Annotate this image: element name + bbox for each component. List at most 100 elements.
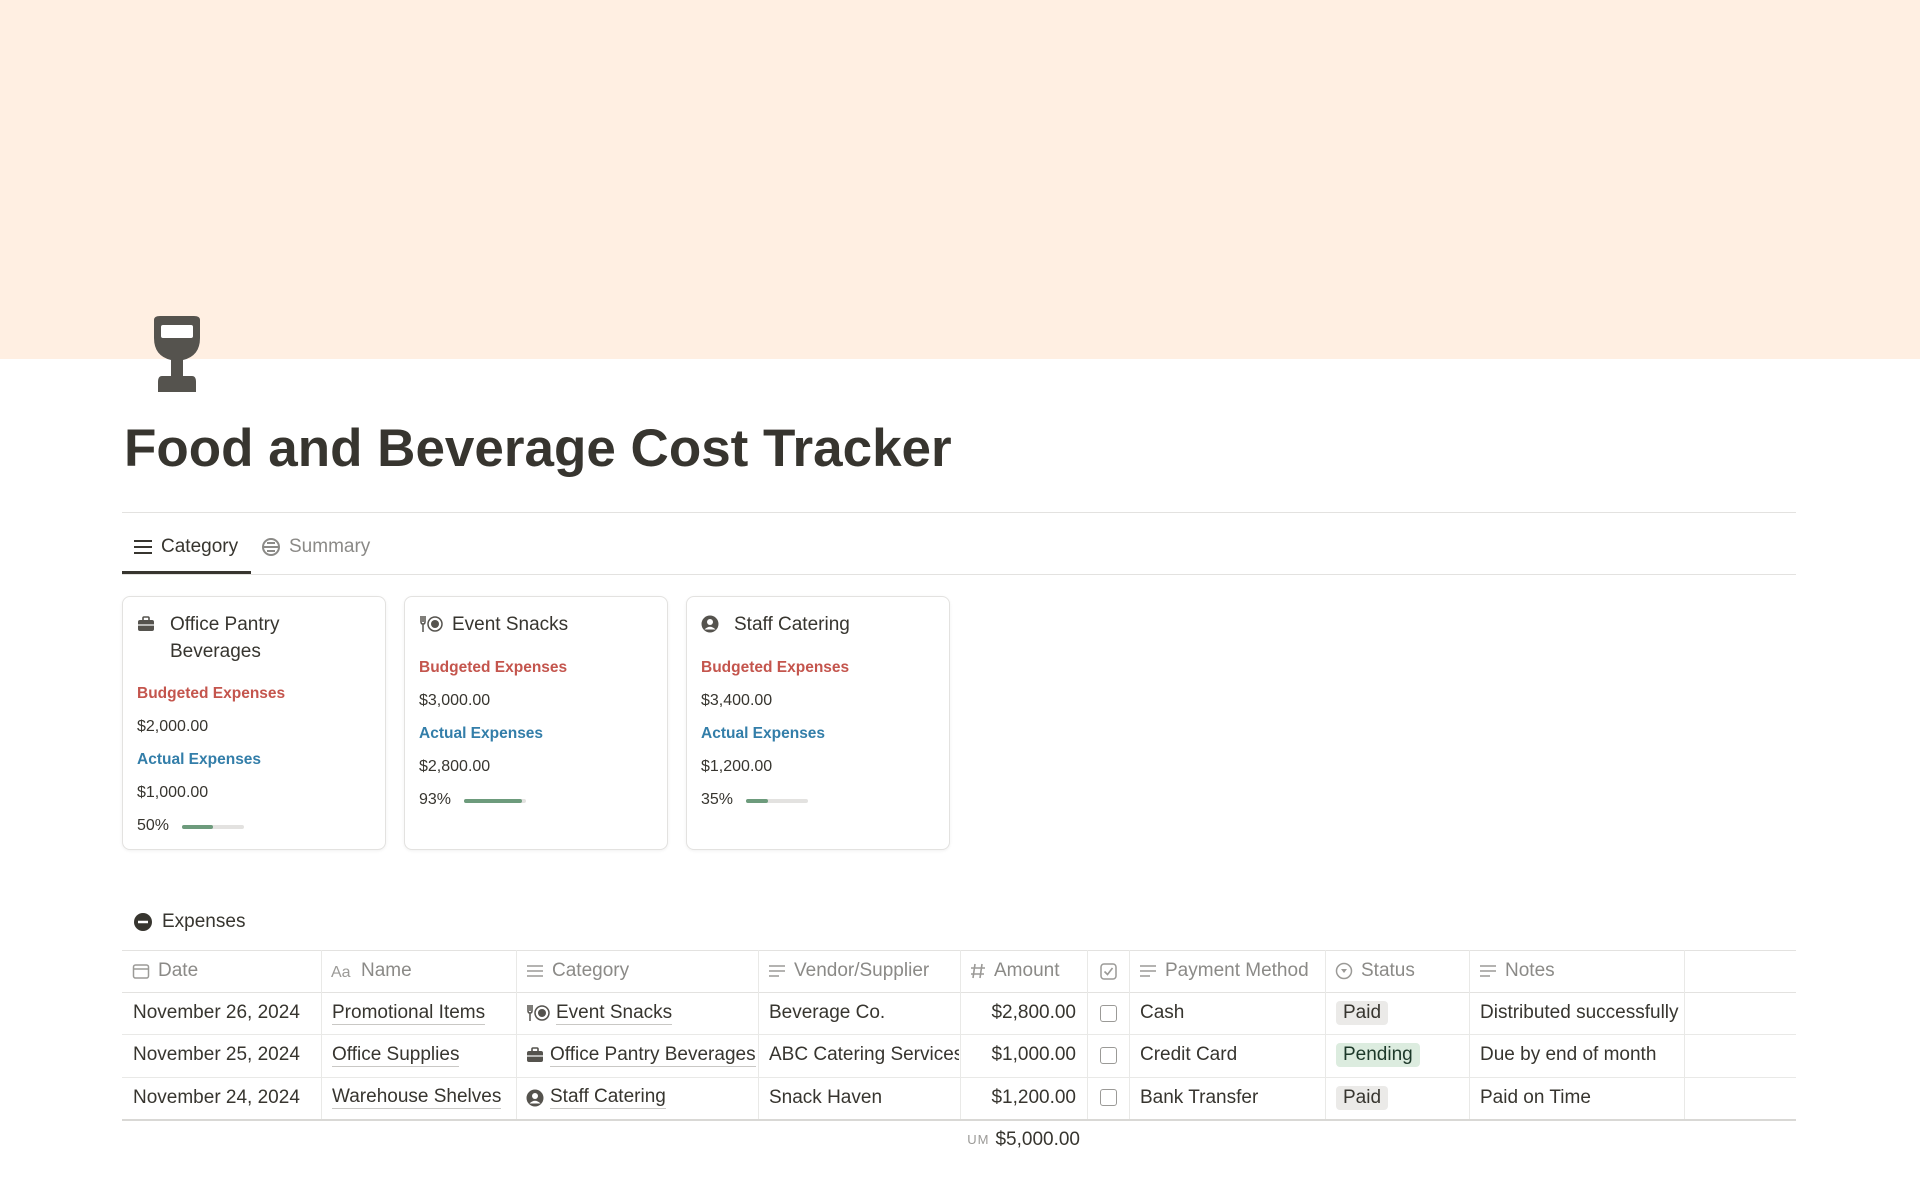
divider — [122, 512, 1796, 513]
column-header-label: Date — [158, 960, 199, 981]
row-border — [122, 1076, 1796, 1078]
column-separator — [1325, 950, 1326, 1119]
icon — [1335, 962, 1353, 980]
section-header[interactable]: Expenses — [133, 911, 245, 933]
column-separator — [1129, 950, 1130, 1119]
row-border — [122, 1118, 1796, 1121]
progress-track — [746, 799, 808, 803]
icon — [971, 963, 985, 979]
amount-cell: $1,200.00 — [991, 1086, 1076, 1108]
column-header-label: Payment Method — [1165, 960, 1309, 981]
checkbox[interactable] — [1100, 1089, 1117, 1107]
progress-track — [182, 825, 244, 829]
name-cell[interactable]: Office Supplies — [332, 1034, 515, 1076]
budget-label: Budgeted Expenses — [419, 659, 568, 676]
notes-cell: Due by end of month — [1480, 1044, 1657, 1066]
checkbox-cell[interactable] — [1100, 992, 1130, 1034]
status-cell: Paid — [1336, 992, 1468, 1034]
section-title: Expenses — [162, 911, 246, 932]
icon — [138, 616, 154, 631]
budget-label: Budgeted Expenses — [137, 685, 286, 702]
sum-row: UM $5,000.00 — [900, 1125, 1080, 1155]
payment-cell: Cash — [1140, 1002, 1185, 1024]
category-icon — [526, 1046, 544, 1064]
category-cell[interactable]: Event Snacks — [526, 992, 756, 1034]
category-icon — [526, 1004, 550, 1022]
actual-value: $2,800.00 — [419, 758, 491, 775]
category-cell[interactable]: Office Pantry Beverages — [526, 1034, 756, 1076]
icon: Aa — [331, 964, 351, 979]
actual-label: Actual Expenses — [701, 725, 826, 742]
checkbox[interactable] — [1100, 1046, 1117, 1064]
category-card[interactable]: Staff Catering Budgeted Expenses $3,400.00… — [686, 596, 950, 850]
payment-cell: Credit Card — [1140, 1044, 1238, 1066]
actual-value: $1,000.00 — [137, 784, 209, 801]
date-cell: November 25, 2024 — [133, 1044, 300, 1066]
category-link[interactable]: Office Pantry Beverages — [550, 1043, 756, 1067]
name-link[interactable]: Promotional Items — [332, 1001, 486, 1025]
budget-value: $3,400.00 — [701, 692, 773, 709]
page-title: Food and Beverage Cost Tracker — [124, 419, 952, 478]
vendor-cell: ABC Catering Services — [769, 1044, 959, 1066]
amount-cell: $2,800.00 — [991, 1002, 1076, 1024]
date-cell: November 26, 2024 — [133, 1002, 300, 1024]
status-pill: Paid — [1336, 1085, 1389, 1110]
row-border — [122, 1034, 1796, 1036]
checkbox[interactable] — [1100, 1004, 1117, 1022]
category-icon — [526, 1089, 544, 1107]
icon — [769, 965, 785, 977]
budget-value: $3,000.00 — [419, 692, 491, 709]
budget-label: Budgeted Expenses — [701, 659, 850, 676]
sum-label: UM — [967, 1132, 990, 1148]
status-pill: Pending — [1336, 1043, 1420, 1068]
budget-value: $2,000.00 — [137, 718, 209, 735]
column-separator — [516, 950, 517, 1119]
progress-bar — [182, 825, 213, 829]
checkbox-cell[interactable] — [1100, 1034, 1130, 1076]
category-card[interactable]: Office Pantry Beverages Budgeted Expenses… — [122, 596, 386, 850]
column-header[interactable]: Payment Method — [1139, 950, 1321, 992]
actual-label: Actual Expenses — [419, 725, 544, 742]
category-cell[interactable]: Staff Catering — [526, 1077, 756, 1119]
name-link[interactable]: Office Supplies — [332, 1043, 460, 1067]
progress-bar — [464, 799, 522, 803]
column-header[interactable]: Status — [1335, 950, 1465, 992]
svg-text:Aa: Aa — [331, 964, 351, 979]
tab-icon — [134, 540, 152, 554]
icon — [1140, 965, 1156, 977]
date-cell: November 24, 2024 — [133, 1086, 300, 1108]
status-cell: Paid — [1336, 1077, 1468, 1119]
column-header[interactable]: Notes — [1479, 950, 1680, 992]
tab-underline — [122, 571, 251, 574]
checkbox-header[interactable] — [1100, 950, 1117, 992]
category-card[interactable]: Event Snacks Budgeted Expenses $3,000.00 Ac… — [404, 596, 668, 850]
tab[interactable]: Summary — [261, 536, 370, 558]
category-link[interactable]: Event Snacks — [556, 1001, 673, 1025]
column-header-label: Status — [1361, 960, 1415, 981]
table-header-border — [122, 992, 1796, 993]
tab[interactable]: Category — [133, 536, 238, 558]
section-icon — [134, 913, 152, 931]
icon — [132, 964, 150, 979]
column-header[interactable]: Vendor/Supplier — [768, 950, 956, 992]
column-header[interactable]: Aa Name — [331, 950, 512, 992]
progress-label: 35% — [701, 791, 734, 808]
vendor-cell: Snack Haven — [769, 1086, 883, 1108]
column-header[interactable]: Amount — [970, 950, 1083, 992]
category-link[interactable]: Staff Catering — [550, 1086, 666, 1110]
column-header[interactable]: Date — [132, 950, 317, 992]
card-name: Office Pantry Beverages — [170, 614, 280, 662]
column-separator — [1087, 950, 1088, 1119]
status-cell: Pending — [1336, 1034, 1468, 1076]
name-cell[interactable]: Promotional Items — [332, 992, 515, 1034]
vendor-cell: Beverage Co. — [769, 1002, 886, 1024]
column-header[interactable]: Category — [526, 950, 754, 992]
checkbox-cell[interactable] — [1100, 1077, 1130, 1119]
name-cell[interactable]: Warehouse Shelves — [332, 1077, 515, 1119]
name-link[interactable]: Warehouse Shelves — [332, 1086, 502, 1110]
icon — [526, 1089, 544, 1107]
column-header-label: Amount — [994, 960, 1060, 981]
tab-label: Category — [161, 536, 239, 557]
